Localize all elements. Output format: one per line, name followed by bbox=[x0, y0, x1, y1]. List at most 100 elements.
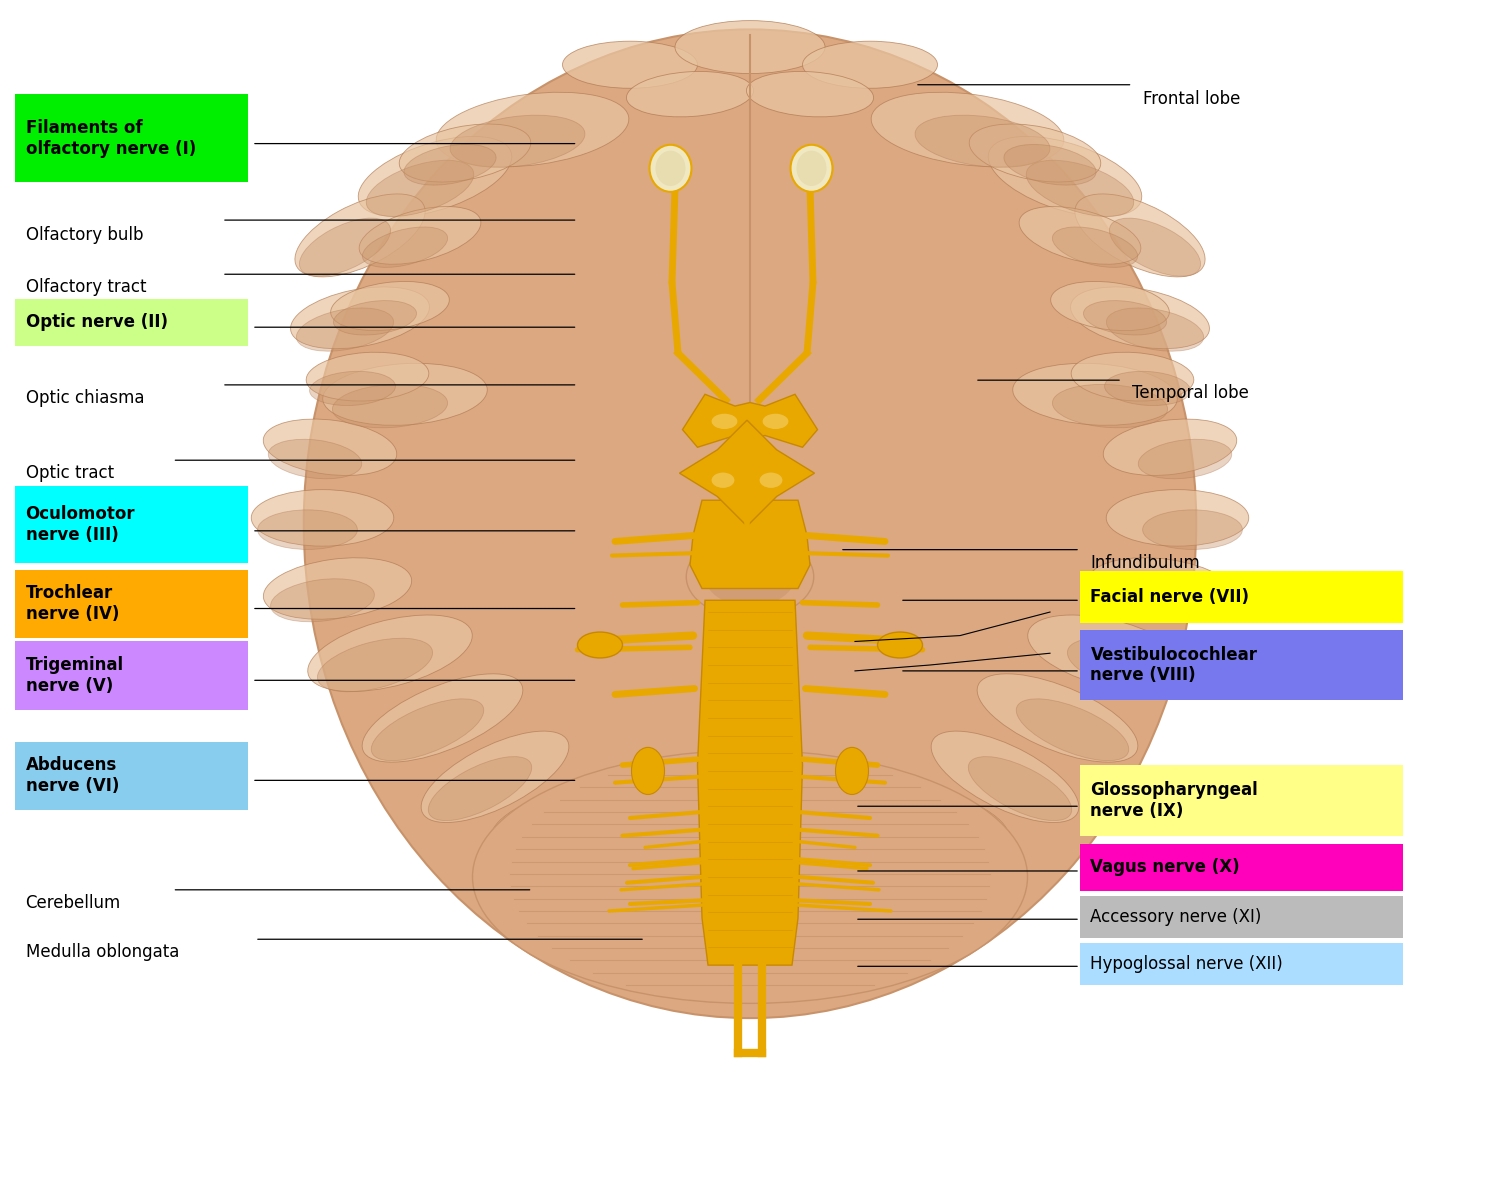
Ellipse shape bbox=[1004, 145, 1096, 185]
Text: Olfactory bulb: Olfactory bulb bbox=[26, 226, 142, 245]
Ellipse shape bbox=[650, 145, 692, 192]
Ellipse shape bbox=[309, 371, 396, 406]
Text: Oculomotor
nerve (III): Oculomotor nerve (III) bbox=[26, 505, 135, 544]
Ellipse shape bbox=[372, 699, 483, 760]
Ellipse shape bbox=[270, 579, 375, 621]
Ellipse shape bbox=[362, 673, 524, 763]
Ellipse shape bbox=[1138, 439, 1232, 479]
Ellipse shape bbox=[268, 439, 362, 479]
Ellipse shape bbox=[878, 632, 922, 658]
Ellipse shape bbox=[472, 751, 1028, 1003]
Ellipse shape bbox=[988, 137, 1142, 217]
Polygon shape bbox=[680, 420, 814, 526]
Ellipse shape bbox=[1125, 579, 1230, 621]
Text: Temporal lobe: Temporal lobe bbox=[1132, 384, 1250, 403]
Text: Medulla oblongata: Medulla oblongata bbox=[26, 943, 178, 962]
Text: Trochlear
nerve (IV): Trochlear nerve (IV) bbox=[26, 585, 118, 623]
Ellipse shape bbox=[358, 206, 482, 265]
Ellipse shape bbox=[1076, 194, 1204, 277]
Text: Abducens
nerve (VI): Abducens nerve (VI) bbox=[26, 757, 118, 794]
Ellipse shape bbox=[1071, 287, 1209, 348]
Ellipse shape bbox=[1104, 419, 1236, 476]
Ellipse shape bbox=[429, 757, 531, 820]
Ellipse shape bbox=[836, 747, 868, 794]
FancyBboxPatch shape bbox=[15, 641, 248, 710]
Ellipse shape bbox=[330, 281, 450, 331]
Ellipse shape bbox=[363, 227, 447, 267]
Ellipse shape bbox=[686, 536, 813, 618]
FancyBboxPatch shape bbox=[15, 94, 248, 182]
Ellipse shape bbox=[264, 419, 396, 476]
Ellipse shape bbox=[306, 352, 429, 401]
Text: Optic tract: Optic tract bbox=[26, 464, 114, 483]
Ellipse shape bbox=[627, 72, 753, 117]
Text: Glossopharyngeal
nerve (IX): Glossopharyngeal nerve (IX) bbox=[1090, 782, 1258, 819]
Ellipse shape bbox=[969, 124, 1101, 182]
Ellipse shape bbox=[1110, 218, 1200, 277]
Ellipse shape bbox=[762, 413, 789, 430]
Ellipse shape bbox=[258, 510, 357, 550]
Ellipse shape bbox=[932, 731, 1078, 823]
Text: Olfactory tract: Olfactory tract bbox=[26, 278, 146, 297]
Ellipse shape bbox=[318, 638, 432, 692]
Text: Trigeminal
nerve (V): Trigeminal nerve (V) bbox=[26, 657, 123, 694]
Text: Cerebellum: Cerebellum bbox=[26, 893, 120, 912]
Ellipse shape bbox=[796, 151, 826, 186]
Text: Infundibulum: Infundibulum bbox=[1090, 553, 1200, 572]
Ellipse shape bbox=[759, 472, 783, 488]
Text: Vestibulocochlear
nerve (VIII): Vestibulocochlear nerve (VIII) bbox=[1090, 646, 1257, 684]
Ellipse shape bbox=[1143, 510, 1242, 550]
Ellipse shape bbox=[399, 124, 531, 182]
Ellipse shape bbox=[802, 41, 938, 88]
Ellipse shape bbox=[656, 151, 686, 186]
FancyBboxPatch shape bbox=[15, 486, 248, 563]
Ellipse shape bbox=[358, 137, 512, 217]
Ellipse shape bbox=[1026, 160, 1134, 217]
Polygon shape bbox=[690, 500, 810, 588]
Ellipse shape bbox=[871, 92, 1064, 167]
Ellipse shape bbox=[790, 145, 832, 192]
Ellipse shape bbox=[322, 364, 488, 425]
Ellipse shape bbox=[890, 805, 1001, 855]
FancyBboxPatch shape bbox=[1080, 896, 1402, 938]
Ellipse shape bbox=[333, 300, 417, 335]
Ellipse shape bbox=[1053, 385, 1167, 427]
Ellipse shape bbox=[366, 160, 474, 217]
Ellipse shape bbox=[969, 757, 1071, 820]
Ellipse shape bbox=[1019, 206, 1142, 265]
FancyBboxPatch shape bbox=[15, 742, 248, 810]
Ellipse shape bbox=[562, 41, 698, 88]
Ellipse shape bbox=[1107, 308, 1203, 351]
FancyBboxPatch shape bbox=[15, 299, 248, 346]
FancyBboxPatch shape bbox=[1080, 943, 1402, 985]
Ellipse shape bbox=[1083, 300, 1167, 335]
Ellipse shape bbox=[1071, 352, 1194, 401]
Ellipse shape bbox=[291, 287, 429, 348]
Ellipse shape bbox=[264, 558, 411, 619]
FancyBboxPatch shape bbox=[1080, 765, 1402, 836]
FancyBboxPatch shape bbox=[1080, 571, 1402, 623]
Ellipse shape bbox=[300, 218, 390, 277]
Ellipse shape bbox=[1089, 558, 1236, 619]
Polygon shape bbox=[698, 600, 802, 965]
Text: Optic nerve (II): Optic nerve (II) bbox=[26, 313, 168, 332]
Ellipse shape bbox=[1104, 371, 1191, 406]
Ellipse shape bbox=[1106, 490, 1248, 546]
Ellipse shape bbox=[915, 115, 1050, 167]
Ellipse shape bbox=[251, 490, 393, 546]
Ellipse shape bbox=[500, 805, 610, 855]
Ellipse shape bbox=[1017, 699, 1128, 760]
Ellipse shape bbox=[492, 784, 648, 852]
Ellipse shape bbox=[852, 784, 1008, 852]
Text: Filaments of
olfactory nerve (I): Filaments of olfactory nerve (I) bbox=[26, 119, 195, 158]
Ellipse shape bbox=[303, 29, 1197, 1018]
FancyBboxPatch shape bbox=[15, 570, 248, 638]
Ellipse shape bbox=[1053, 227, 1137, 267]
Ellipse shape bbox=[297, 308, 393, 351]
Ellipse shape bbox=[436, 92, 628, 167]
Ellipse shape bbox=[333, 385, 447, 427]
Ellipse shape bbox=[711, 472, 735, 488]
Ellipse shape bbox=[404, 145, 496, 185]
Ellipse shape bbox=[675, 21, 825, 74]
Polygon shape bbox=[682, 394, 818, 447]
